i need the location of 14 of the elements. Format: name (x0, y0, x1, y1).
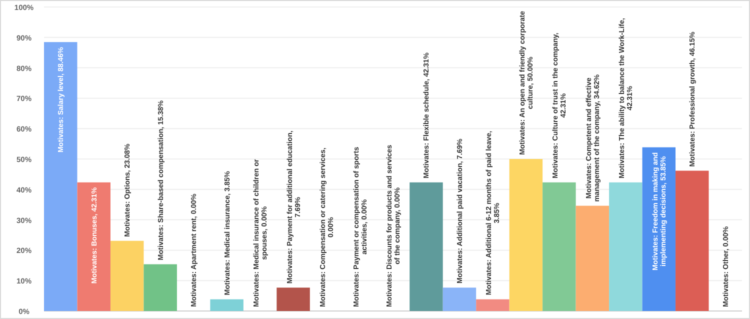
bar (542, 182, 576, 311)
bar (44, 42, 78, 311)
bar (276, 288, 310, 311)
bar (77, 182, 110, 311)
bar (476, 299, 510, 311)
bar (110, 240, 144, 311)
bar (509, 159, 543, 311)
bar (210, 299, 244, 311)
bar (442, 288, 476, 311)
bar (410, 182, 443, 311)
bar (676, 170, 709, 311)
bar (609, 182, 642, 311)
bar (576, 206, 610, 311)
bar (144, 264, 177, 311)
